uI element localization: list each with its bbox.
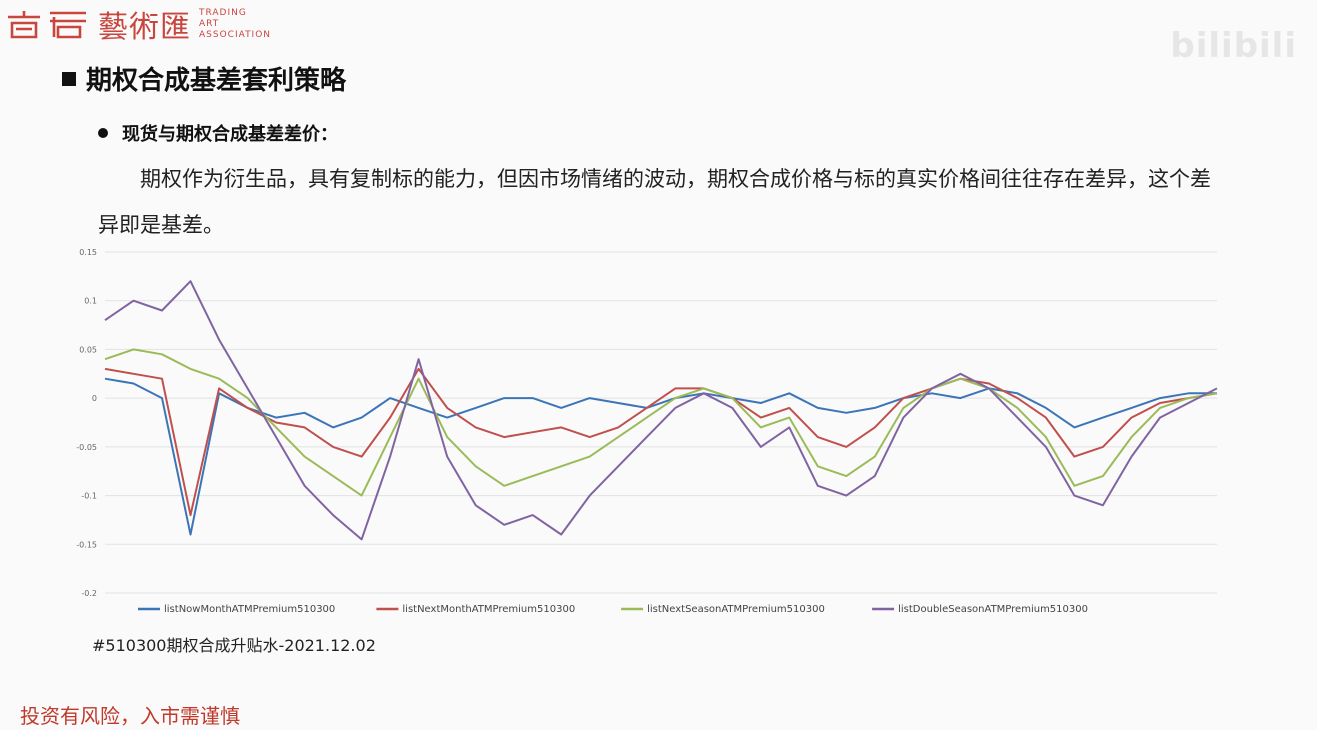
description-paragraph: 期权作为衍生品，具有复制标的能力，但因市场情绪的波动，期权合成价格与标的真实价格… [98, 167, 1211, 237]
logo-english-line: TRADING [199, 7, 247, 18]
risk-disclaimer: 投资有风险，入市需谨慎 [20, 704, 240, 728]
logo-english-text: TRADING ART ASSOCIATION [199, 8, 271, 41]
slide-title-text: 期权合成基差套利策略 [86, 66, 347, 96]
legend-label: listNextSeasonATMPremium510300 [647, 604, 825, 615]
y-tick-label: -0.1 [81, 492, 97, 501]
y-tick-label: 0.1 [84, 297, 97, 306]
logo-mark-icon [8, 11, 86, 39]
series-line-3 [104, 348, 1218, 497]
y-tick-label: 0 [92, 394, 97, 403]
chart-caption: #510300期权合成升贴水-2021.12.02 [92, 636, 376, 655]
brand-logo: 藝術匯 TRADING ART ASSOCIATION [4, 4, 271, 45]
y-tick-label: 0.15 [79, 248, 97, 257]
legend-label: listNextMonthATMPremium510300 [402, 604, 575, 615]
logo-english-line: ASSOCIATION [199, 29, 272, 40]
series-line-4 [104, 280, 1218, 541]
series-line-2 [104, 367, 1218, 517]
legend-label: listDoubleSeasonATMPremium510300 [898, 604, 1088, 615]
bilibili-watermark: bilibili [1170, 26, 1297, 66]
premium-line-chart: 0.15 0.1 0.05 0 -0.05 -0.1 -0.15 -0.2 listNowMo… [76, 248, 1218, 615]
y-tick-label: -0.05 [76, 443, 97, 452]
series-line-1 [104, 377, 1217, 536]
dot-bullet-icon [98, 128, 108, 138]
legend-label: listNowMonthATMPremium510300 [164, 604, 335, 615]
y-tick-label: -0.2 [81, 589, 97, 598]
square-bullet-icon [62, 71, 76, 86]
bullet-heading: 现货与期权合成基差差价： [98, 120, 338, 146]
y-tick-label: -0.15 [76, 540, 97, 549]
slide-title: 期权合成基差套利策略 [62, 60, 346, 97]
bullet-heading-text: 现货与期权合成基差差价： [122, 124, 338, 145]
y-tick-label: 0.05 [79, 345, 97, 354]
logo-chinese-text: 藝術匯 [98, 10, 191, 45]
logo-english-line: ART [199, 18, 220, 29]
